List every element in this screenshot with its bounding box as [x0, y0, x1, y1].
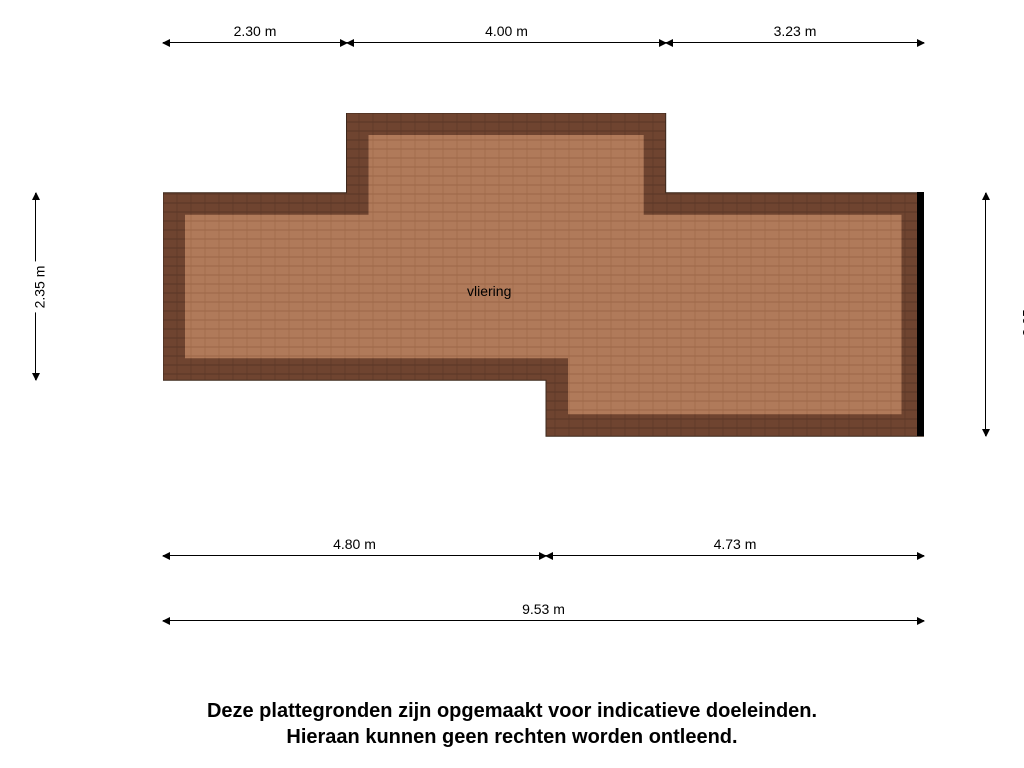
roof-plan-shape: [163, 113, 963, 473]
dim-right-label: 3.05 m: [1019, 289, 1024, 340]
dim-top-2-label: 4.00 m: [481, 23, 532, 39]
dim-bottom-lower: 9.53 m: [163, 620, 924, 621]
floorplan-stage: vliering 2.30 m 4.00 m 3.23 m 2.35 m 3.0…: [0, 0, 1024, 768]
dim-top-3-label: 3.23 m: [770, 23, 821, 39]
dim-bottom-upper-1: 4.80 m: [163, 555, 546, 556]
dim-left-label: 2.35 m: [31, 261, 47, 312]
dim-top-1: 2.30 m: [163, 42, 347, 43]
dim-left: 2.35 m: [35, 193, 36, 380]
room-label: vliering: [467, 283, 511, 299]
dim-top-3: 3.23 m: [666, 42, 924, 43]
disclaimer-line1: Deze plattegronden zijn opgemaakt voor i…: [207, 700, 817, 722]
dim-top-1-label: 2.30 m: [230, 23, 281, 39]
dim-top-2: 4.00 m: [347, 42, 666, 43]
dim-right: 3.05 m: [985, 193, 986, 436]
disclaimer: Deze plattegronden zijn opgemaakt voor i…: [0, 698, 1024, 750]
dim-bottom-upper-2: 4.73 m: [546, 555, 924, 556]
dim-bottom-upper-1-label: 4.80 m: [329, 536, 380, 552]
disclaimer-line2: Hieraan kunnen geen rechten worden ontle…: [286, 726, 737, 748]
dim-bottom-lower-label: 9.53 m: [518, 601, 569, 617]
dim-bottom-upper-2-label: 4.73 m: [710, 536, 761, 552]
right-wall-edge: [917, 192, 924, 436]
